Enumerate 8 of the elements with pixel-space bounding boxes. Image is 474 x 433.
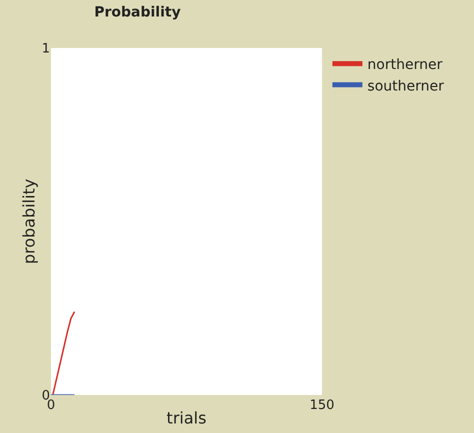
legend-label: southerner (367, 78, 444, 94)
line-series (52, 310, 76, 395)
y-tick-label: 1 (42, 42, 50, 57)
chart-title: Probability (94, 4, 181, 20)
x-axis-title: trials (166, 408, 206, 428)
legend-label: northerner (367, 57, 443, 74)
y-axis-title: probability (20, 178, 39, 264)
x-tick-label: 150 (310, 398, 334, 413)
